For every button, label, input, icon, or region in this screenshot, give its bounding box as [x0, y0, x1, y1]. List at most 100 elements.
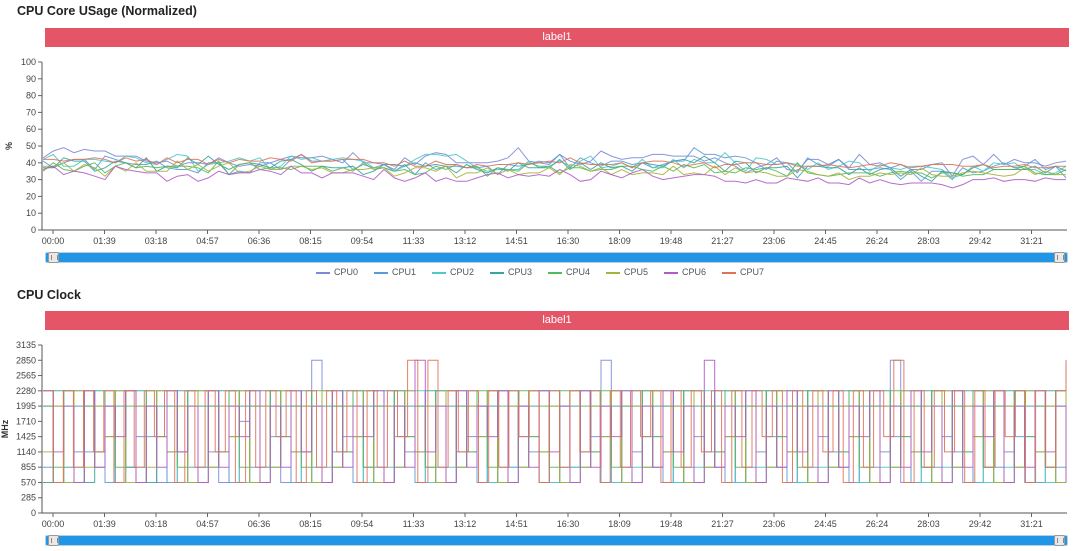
legend-label: CPU4 [566, 267, 591, 277]
x-tick-label: 24:45 [814, 519, 837, 529]
x-tick-label: 03:18 [145, 519, 168, 529]
series-line-cpu3[interactable] [43, 390, 1067, 483]
x-tick-label: 06:36 [248, 236, 271, 246]
x-tick-label: 29:42 [969, 519, 992, 529]
cpu-usage-zoom-slider[interactable] [45, 252, 1068, 263]
y-tick-label: 100 [21, 57, 36, 67]
y-tick-label: 50 [26, 141, 36, 151]
y-axis-label: MHz [0, 419, 10, 438]
y-tick-label: 30 [26, 175, 36, 185]
series-line-cpu6[interactable] [43, 359, 1067, 483]
legend-label: CPU7 [740, 267, 765, 277]
series-line-cpu0[interactable] [43, 359, 1067, 483]
legend-swatch [722, 271, 737, 274]
x-tick-label: 01:39 [93, 519, 116, 529]
series-line-cpu6[interactable] [42, 165, 1066, 189]
x-tick-label: 13:12 [454, 236, 477, 246]
y-tick-label: 855 [21, 462, 36, 472]
legend-item-cpu0[interactable]: CPU0 [315, 267, 358, 277]
zoom-end-handle[interactable] [1054, 252, 1065, 263]
series-line-cpu4[interactable] [43, 390, 1067, 483]
legend-item-cpu4[interactable]: CPU4 [548, 267, 590, 277]
zoom-end-handle[interactable] [1054, 535, 1065, 546]
legend-swatch [373, 271, 388, 274]
y-tick-label: 10 [26, 208, 36, 218]
y-tick-label: 90 [26, 74, 36, 84]
y-tick-label: 0 [31, 508, 36, 518]
y-tick-label: 1140 [17, 447, 36, 457]
legend-item-cpu3[interactable]: CPU3 [489, 267, 532, 277]
x-tick-label: 14:51 [505, 519, 528, 529]
x-tick-label: 08:15 [299, 519, 322, 529]
x-tick-label: 26:24 [866, 519, 889, 529]
x-tick-label: 19:48 [660, 236, 683, 246]
x-tick-label: 00:00 [42, 519, 65, 529]
x-tick-label: 00:00 [42, 236, 65, 246]
y-tick-label: 285 [21, 493, 36, 503]
x-tick-label: 14:51 [505, 236, 528, 246]
cpu-clock-chart: 0 285 570 855 1140 1425 1710 1995 2280 2565 2850 31… [0, 340, 1067, 529]
x-tick-label: 29:42 [969, 236, 992, 246]
series-line-cpu7[interactable] [43, 153, 1066, 169]
y-axis-label: % [4, 142, 14, 150]
legend-item-cpu7[interactable]: CPU7 [722, 267, 764, 277]
series-line-cpu1[interactable] [42, 147, 1067, 182]
x-tick-label: 23:06 [763, 519, 786, 529]
series-line-cpu5[interactable] [43, 160, 1066, 181]
zoom-start-handle[interactable] [48, 252, 59, 263]
y-tick-label: 1425 [16, 432, 36, 442]
legend-swatch [315, 271, 330, 274]
y-tick-label: 3135 [16, 340, 36, 350]
legend-item-cpu1[interactable]: CPU1 [373, 267, 416, 277]
y-tick-label: 2565 [16, 371, 36, 381]
cpu-usage-chart: 0 10 20 30 40 50 60 70 80 90 100% 00:00 01:39 03:18 04… [4, 57, 1067, 246]
y-tick-label: 570 [21, 477, 36, 487]
y-tick-label: 40 [26, 158, 36, 168]
x-tick-label: 21:27 [711, 236, 734, 246]
x-tick-label: 18:09 [608, 236, 631, 246]
cpu-usage-legend: CPU0 CPU1 CPU2 CPU3 CPU4 CPU5 CPU6 CPU7 [0, 267, 1080, 277]
series-line-cpu7[interactable] [43, 359, 1067, 483]
x-tick-label: 06:36 [248, 519, 271, 529]
legend-swatch [664, 271, 679, 274]
y-tick-label: 0 [31, 225, 36, 235]
x-tick-label: 28:03 [917, 236, 940, 246]
legend-label: CPU5 [624, 267, 649, 277]
x-tick-label: 08:15 [299, 236, 322, 246]
x-tick-label: 26:24 [866, 236, 889, 246]
x-tick-label: 23:06 [763, 236, 786, 246]
x-tick-label: 04:57 [196, 519, 219, 529]
legend-item-cpu5[interactable]: CPU5 [606, 267, 648, 277]
legend-label: CPU2 [449, 267, 474, 277]
y-tick-label: 80 [26, 91, 36, 101]
cpu-clock-title: CPU Clock [17, 288, 81, 302]
series-line-cpu2[interactable] [43, 390, 1067, 483]
cpu-usage-banner: label1 [45, 28, 1069, 47]
series-line-cpu1[interactable] [43, 390, 1067, 483]
legend-label: CPU1 [391, 267, 416, 277]
zoom-start-handle[interactable] [48, 535, 59, 546]
cpu-clock-banner: label1 [45, 311, 1069, 330]
legend-swatch [431, 271, 446, 274]
x-tick-label: 18:09 [608, 519, 631, 529]
y-tick-label: 70 [26, 107, 36, 117]
series-line-cpu4[interactable] [42, 160, 1067, 179]
x-tick-label: 31:21 [1020, 236, 1043, 246]
legend-label: CPU6 [682, 267, 707, 277]
legend-item-cpu2[interactable]: CPU2 [431, 267, 474, 277]
x-tick-label: 24:45 [814, 236, 837, 246]
cpu-clock-zoom-slider[interactable] [45, 535, 1068, 546]
x-tick-label: 13:12 [454, 519, 477, 529]
legend-item-cpu6[interactable]: CPU6 [664, 267, 706, 277]
y-tick-label: 20 [26, 191, 36, 201]
series-line-cpu0[interactable] [42, 146, 1067, 178]
x-tick-label: 31:21 [1020, 519, 1043, 529]
series-line-cpu5[interactable] [43, 390, 1067, 483]
legend-swatch [489, 271, 504, 274]
legend-label: CPU3 [507, 267, 532, 277]
x-tick-label: 03:18 [145, 236, 168, 246]
legend-label: CPU0 [333, 267, 358, 277]
y-tick-label: 60 [26, 124, 36, 134]
legend-swatch [606, 271, 621, 274]
x-tick-label: 21:27 [711, 519, 734, 529]
